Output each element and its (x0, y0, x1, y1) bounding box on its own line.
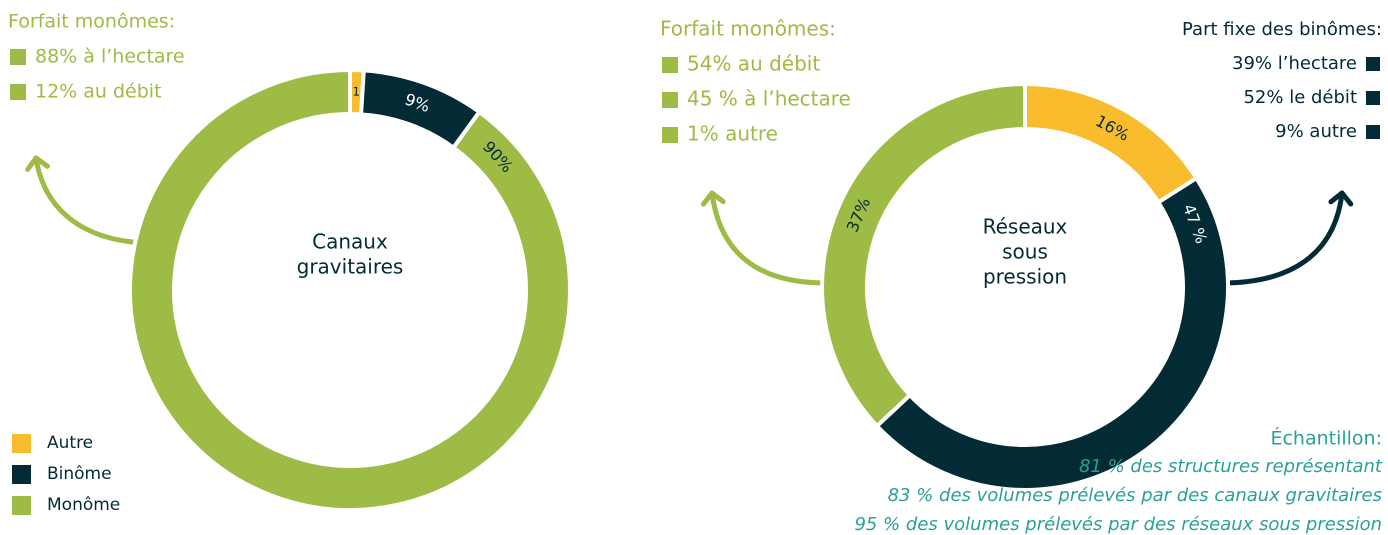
note-heading: Forfait monômes: (8, 11, 175, 33)
note-bullet (662, 127, 678, 143)
note-bullet (662, 57, 678, 73)
center-label: Réseaux (983, 215, 1068, 239)
sample-line: 81 % des structures représentant (1079, 456, 1383, 477)
sample-heading: Échantillon: (1270, 427, 1382, 450)
arrow (700, 190, 828, 286)
center-label: sous (1002, 240, 1048, 264)
note-heading: Forfait monômes: (660, 17, 836, 41)
note-item: 45 % à l’hectare (687, 87, 851, 111)
center-label: gravitaires (297, 255, 404, 279)
note-heading: Part fixe des binômes: (1182, 19, 1382, 40)
note-item: 52% le débit (1243, 87, 1357, 108)
donut-segment (1023, 81, 1200, 206)
legend-label: Binôme (47, 464, 112, 484)
arrow (25, 155, 156, 246)
value-label: 1 (352, 84, 360, 98)
sample-line: 95 % des volumes prélevés par des réseau… (854, 514, 1382, 535)
arrow (1219, 190, 1354, 286)
legend-swatch (12, 465, 31, 484)
note-item: 9% autre (1275, 121, 1357, 142)
note-bullet (10, 49, 26, 65)
legend-swatch (12, 496, 31, 515)
note-item: 12% au débit (35, 81, 162, 103)
note-bullet (1366, 91, 1380, 105)
center-label: pression (983, 265, 1067, 289)
note-bullet (10, 84, 26, 100)
center-label: Canaux (312, 230, 388, 254)
note-bullet (1366, 57, 1380, 71)
note-bullet (1366, 125, 1380, 139)
legend-label: Autre (47, 433, 93, 453)
donut-segment (128, 67, 572, 512)
note-item: 88% à l’hectare (35, 46, 185, 68)
legend-label: Monôme (47, 495, 120, 515)
sample-line: 83 % des volumes prélevés par des canaux… (888, 485, 1382, 506)
donut-segment (874, 175, 1230, 493)
note-item: 54% au débit (687, 52, 820, 76)
note-bullet (662, 92, 678, 108)
note-item: 39% l’hectare (1232, 53, 1357, 74)
note-item: 1% autre (687, 122, 778, 146)
legend-swatch (12, 434, 31, 453)
donut-segment (820, 81, 1027, 429)
